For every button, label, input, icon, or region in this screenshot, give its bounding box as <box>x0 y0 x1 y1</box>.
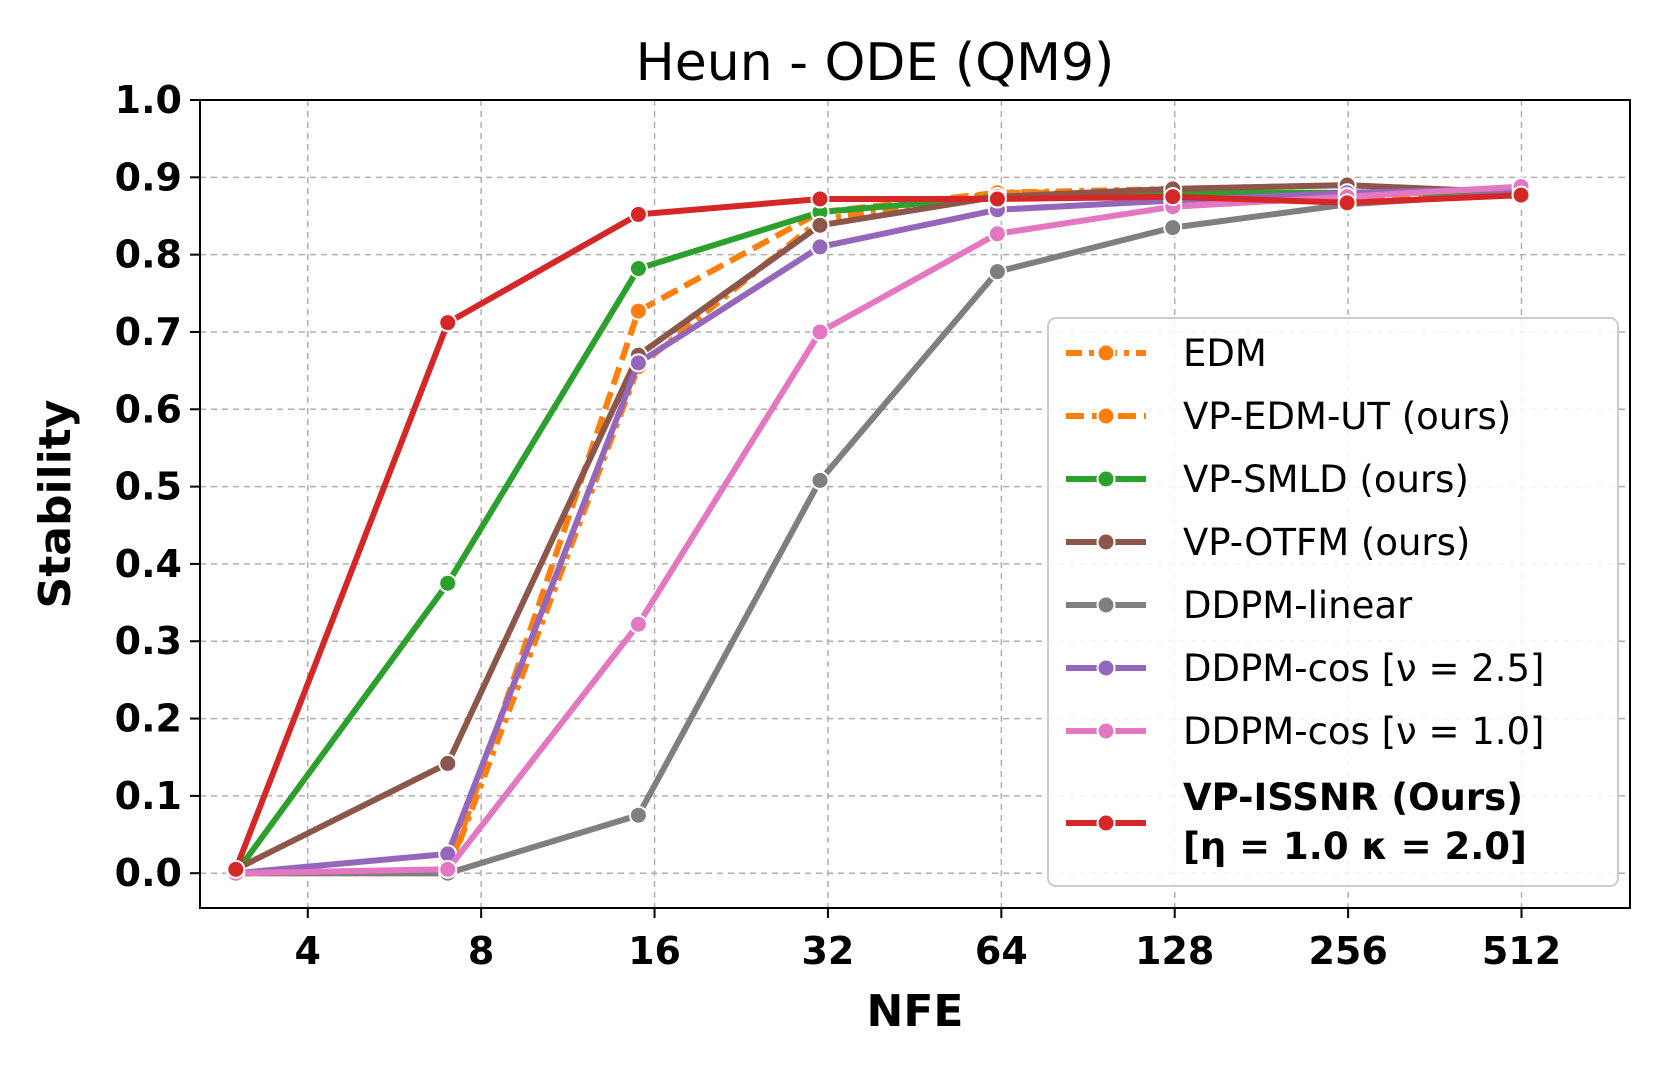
legend-label-line2: [η = 1.0 κ = 2.0] <box>1183 825 1527 868</box>
y-tick-label: 1.0 <box>115 78 182 122</box>
legend-item: VP-EDM-UT (ours) <box>1066 395 1511 438</box>
legend-label: DDPM-cos [ν = 1.0] <box>1183 710 1545 753</box>
y-tick-label: 0.1 <box>115 774 182 818</box>
data-point <box>226 859 246 879</box>
data-point <box>438 859 458 879</box>
data-point <box>810 215 830 235</box>
data-point <box>1511 185 1531 205</box>
series-line <box>233 192 1522 871</box>
y-tick-label: 0.4 <box>115 542 182 586</box>
data-point <box>628 353 648 373</box>
legend: EDM VP-EDM-UT (ours) VP-SMLD (ours) VP-OTFM… <box>1047 317 1619 887</box>
legend-item: VP-SMLD (ours) <box>1066 458 1469 501</box>
x-tick-label: 64 <box>975 929 1028 973</box>
x-tick-label: 4 <box>295 929 321 973</box>
x-tick-label: 256 <box>1308 929 1387 973</box>
y-tick-label: 0.3 <box>115 619 182 663</box>
legend-swatch-marker <box>1096 813 1116 833</box>
chart-title: Heun - ODE (QM9) <box>636 33 1115 93</box>
legend-item: DDPM-cos [ν = 2.5] <box>1066 647 1545 690</box>
legend-swatch-marker <box>1096 658 1116 678</box>
data-point <box>628 204 648 224</box>
legend-label: VP-OTFM (ours) <box>1183 521 1470 564</box>
data-point <box>438 573 458 593</box>
series-line <box>234 182 1522 872</box>
data-point <box>628 805 648 825</box>
data-point <box>628 614 648 634</box>
data-point <box>1163 218 1183 238</box>
x-tick-label: 32 <box>801 929 854 973</box>
y-tick-label: 0.8 <box>115 233 182 277</box>
legend-swatch-marker <box>1096 343 1116 363</box>
data-point <box>987 224 1007 244</box>
data-point <box>810 470 830 490</box>
series-ddpm-cos-1-0 <box>226 177 1531 883</box>
y-tick-label: 0.9 <box>115 155 182 199</box>
data-point <box>810 189 830 209</box>
series-vp-issnr-ours <box>226 185 1531 879</box>
x-axis: 4 8 16 32 64 128 256 512 <box>295 908 1561 973</box>
legend-swatch-marker <box>1096 406 1116 426</box>
legend-box <box>1047 317 1619 887</box>
series-group <box>226 175 1531 883</box>
legend-label: DDPM-linear <box>1183 584 1413 627</box>
series-line <box>235 189 1522 877</box>
data-point <box>987 262 1007 282</box>
series-line <box>235 185 1522 877</box>
y-tick-label: 0.2 <box>115 697 182 741</box>
y-tick-label: 0.6 <box>115 387 182 431</box>
legend-item: DDPM-linear <box>1066 584 1413 627</box>
data-point <box>628 301 648 321</box>
y-tick-label: 0.0 <box>115 851 182 895</box>
y-tick-label: 0.5 <box>115 465 182 509</box>
data-point <box>810 322 830 342</box>
data-point <box>628 259 648 279</box>
x-tick-label: 128 <box>1135 929 1214 973</box>
x-tick-label: 8 <box>468 929 494 973</box>
legend-label: VP-EDM-UT (ours) <box>1183 395 1511 438</box>
legend-label: VP-SMLD (ours) <box>1183 458 1469 501</box>
legend-item: EDM <box>1066 332 1267 375</box>
data-point <box>438 313 458 333</box>
series-line <box>235 183 1522 877</box>
data-point <box>810 237 830 257</box>
data-point <box>987 189 1007 209</box>
plot-frame <box>199 99 1631 909</box>
legend-label: EDM <box>1183 332 1267 375</box>
legend-label: VP-ISSNR (Ours) <box>1183 776 1523 819</box>
data-point <box>1163 187 1183 207</box>
legend-swatch-marker <box>1096 595 1116 615</box>
legend-swatch-marker <box>1096 721 1116 741</box>
y-axis-label: Stability <box>30 400 81 609</box>
x-axis-label: NFE <box>867 986 964 1037</box>
y-tick-label: 0.7 <box>115 310 182 354</box>
legend-swatch-marker <box>1096 469 1116 489</box>
legend-swatch-marker <box>1096 532 1116 552</box>
legend-label: DDPM-cos [ν = 2.5] <box>1183 647 1545 690</box>
x-tick-label: 512 <box>1482 929 1561 973</box>
legend-item: DDPM-cos [ν = 1.0] <box>1066 710 1545 753</box>
data-point <box>1337 193 1357 213</box>
legend-item: VP-ISSNR (Ours) [η = 1.0 κ = 2.0] <box>1066 776 1527 868</box>
legend-item: VP-OTFM (ours) <box>1066 521 1470 564</box>
y-axis: 0.0 0.1 0.2 0.3 0.4 0.5 0.6 0.7 0.8 0.9 1.0 <box>115 78 200 895</box>
data-point <box>438 753 458 773</box>
x-tick-label: 16 <box>628 929 681 973</box>
